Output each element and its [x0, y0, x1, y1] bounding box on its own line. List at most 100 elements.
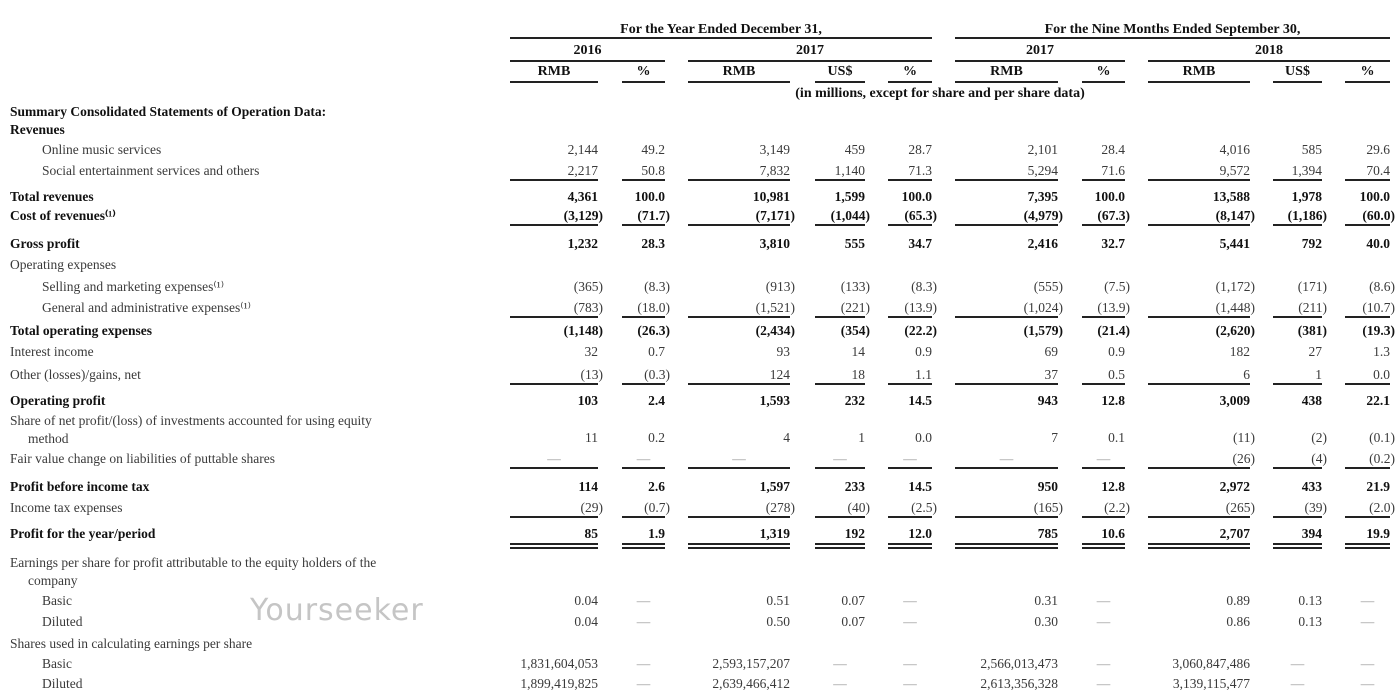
- cell-value: 1,831,604,053: [520, 656, 598, 671]
- row-label: Total operating expenses: [10, 323, 153, 338]
- cell-value: 3,009: [1219, 393, 1250, 408]
- subtotal-rule: [815, 316, 865, 318]
- cell-value: 192: [844, 526, 865, 541]
- subtotal-rule: [815, 179, 865, 181]
- subtotal-rule: [688, 467, 790, 469]
- subtotal-rule: [955, 516, 1058, 518]
- cell-value: (2): [1311, 430, 1327, 445]
- subtotal-rule: [510, 467, 598, 469]
- row-label-continued: company: [28, 573, 78, 588]
- cell-value: —: [903, 451, 917, 466]
- cell-value: 0.50: [766, 614, 790, 629]
- cell-value: —: [1096, 656, 1111, 671]
- cell-value: 100.0: [901, 189, 932, 204]
- cell-value: 585: [1301, 142, 1322, 157]
- total-double-rule: [510, 543, 598, 545]
- column-header: %: [1360, 64, 1375, 79]
- row-label: Earnings per share for profit attributab…: [10, 555, 377, 570]
- header-rule: [510, 37, 932, 39]
- subtotal-rule: [815, 224, 865, 226]
- cell-value: 34.7: [908, 236, 932, 251]
- row-label: Profit before income tax: [10, 479, 150, 494]
- cell-value: —: [636, 614, 651, 629]
- cell-value: (8.6): [1369, 279, 1395, 294]
- cell-value: 22.1: [1366, 393, 1390, 408]
- row-label: Operating expenses: [10, 257, 117, 272]
- cell-value: 2,972: [1219, 479, 1250, 494]
- cell-value: (4): [1311, 451, 1327, 466]
- column-header-rule: [955, 81, 1058, 83]
- year-2016: 2016: [573, 43, 602, 58]
- header-rule: [1148, 60, 1390, 62]
- cell-value: —: [636, 656, 651, 671]
- row-label: Other (losses)/gains, net: [10, 367, 141, 382]
- year-2017: 2017: [796, 43, 824, 58]
- cell-value: —: [547, 451, 561, 466]
- cell-value: 93: [776, 344, 791, 359]
- subtotal-rule: [622, 316, 665, 318]
- cell-value: (783): [573, 300, 603, 315]
- cell-value: 7: [1051, 430, 1058, 445]
- cell-value: (13.9): [1097, 300, 1130, 315]
- cell-value: (0.3): [644, 367, 670, 382]
- cell-value: 4,361: [567, 189, 598, 204]
- cell-value: (19.3): [1362, 323, 1395, 338]
- cell-value: 100.0: [1359, 189, 1390, 204]
- column-header: US$: [827, 64, 853, 79]
- cell-value: 0.1: [1108, 430, 1125, 445]
- column-header-rule: [1345, 81, 1390, 83]
- cell-value: 18: [851, 367, 866, 382]
- cell-value: —: [903, 676, 917, 691]
- cell-value: 0.04: [574, 614, 598, 629]
- total-double-rule: [888, 547, 932, 549]
- cell-value: 100.0: [634, 189, 665, 204]
- total-double-rule: [688, 543, 790, 545]
- row-label: Revenues: [10, 122, 65, 137]
- column-header: %: [1096, 64, 1111, 79]
- cell-value: 85: [584, 526, 599, 541]
- row-label: Shares used in calculating earnings per …: [10, 636, 253, 651]
- cell-value: 71.3: [908, 163, 932, 178]
- subtotal-rule: [622, 383, 665, 385]
- cell-value: —: [833, 451, 847, 466]
- nine-2018: 2018: [1255, 43, 1283, 58]
- cell-value: —: [636, 451, 651, 466]
- cell-value: —: [1360, 656, 1375, 671]
- cell-value: (26): [1232, 451, 1256, 466]
- cell-value: 13,588: [1212, 189, 1250, 204]
- cell-value: —: [903, 593, 917, 608]
- cell-value: 0.9: [1108, 344, 1125, 359]
- total-double-rule: [510, 547, 598, 549]
- cell-value: 19.9: [1366, 526, 1390, 541]
- column-header: RMB: [537, 64, 571, 79]
- cell-value: —: [1360, 593, 1375, 608]
- subtotal-rule: [1148, 383, 1250, 385]
- subtotal-rule: [1273, 316, 1322, 318]
- cell-value: 0.5: [1108, 367, 1125, 382]
- cell-value: (1,172): [1215, 279, 1255, 294]
- total-double-rule: [1082, 543, 1125, 545]
- subtotal-rule: [1148, 516, 1250, 518]
- cell-value: 28.4: [1101, 142, 1125, 157]
- column-header: RMB: [1182, 64, 1216, 79]
- subtotal-rule: [1345, 383, 1390, 385]
- cell-value: (913): [765, 279, 795, 294]
- row-label: Profit for the year/period: [10, 526, 156, 541]
- cell-value: (18.0): [637, 300, 670, 315]
- row-label: Diluted: [42, 676, 83, 691]
- cell-value: —: [636, 676, 651, 691]
- cell-value: (7.5): [1104, 279, 1130, 294]
- cell-value: 2,101: [1027, 142, 1058, 157]
- cell-value: 1,599: [834, 189, 865, 204]
- subtotal-rule: [1345, 516, 1390, 518]
- cell-value: —: [903, 614, 917, 629]
- cell-value: —: [636, 593, 651, 608]
- cell-value: 459: [844, 142, 865, 157]
- subtotal-rule: [510, 516, 598, 518]
- cell-value: 1,394: [1291, 163, 1322, 178]
- cell-value: 0.13: [1298, 593, 1322, 608]
- column-header: RMB: [722, 64, 756, 79]
- subtotal-rule: [1273, 516, 1322, 518]
- cell-value: 0.13: [1298, 614, 1322, 629]
- cell-value: 14.5: [908, 393, 932, 408]
